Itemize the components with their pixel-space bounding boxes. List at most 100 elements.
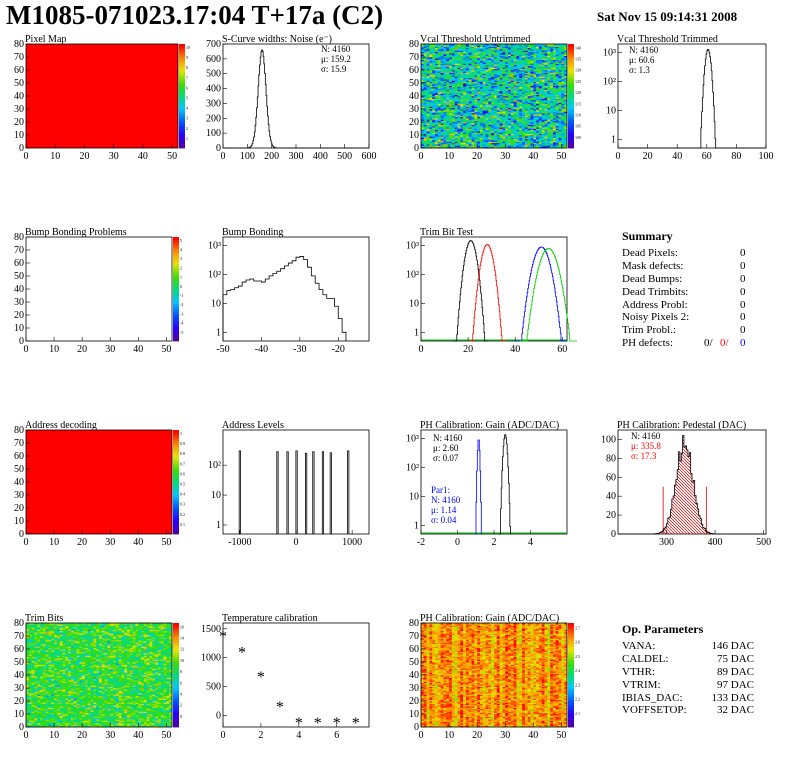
heatmap-cell — [513, 70, 517, 72]
heatmap-cell — [485, 64, 489, 67]
heatmap-cell — [423, 119, 427, 121]
heatmap-cell — [454, 103, 458, 106]
heatmap-cell — [26, 634, 30, 637]
heatmap-cell — [544, 79, 548, 81]
heatmap-cell — [510, 112, 514, 115]
heatmap-cell — [449, 80, 453, 82]
heatmap-cell — [423, 111, 427, 114]
heatmap-cell — [516, 119, 520, 121]
heatmap-cell — [558, 110, 562, 112]
heatmap-cell — [451, 97, 455, 99]
heatmap-cell — [527, 63, 531, 66]
y-tick-label: 50 — [14, 78, 24, 89]
heatmap-cell — [463, 125, 467, 128]
heatmap-cell — [516, 106, 520, 108]
heatmap-cell — [457, 141, 461, 144]
heatmap-cell — [460, 110, 464, 112]
heatmap-cell — [502, 128, 506, 131]
heatmap-cell — [499, 132, 503, 134]
heatmap-cell — [457, 137, 461, 140]
x-tick-label: 0 — [24, 151, 29, 162]
heatmap-cell — [510, 83, 514, 85]
heatmap-cell — [494, 132, 498, 134]
heatmap-cell — [564, 129, 568, 132]
palette-cell — [179, 129, 185, 132]
heatmap-cell — [516, 60, 520, 63]
run-date: Sat Nov 15 09:14:31 2008 — [597, 9, 738, 24]
heatmap-cell — [454, 118, 458, 120]
heatmap-cell — [527, 116, 531, 119]
heatmap-cell — [28, 685, 32, 687]
heatmap-cell — [463, 120, 467, 123]
heatmap-cell — [564, 67, 568, 69]
heatmap-cell — [505, 98, 509, 101]
heatmap-cell — [494, 94, 498, 97]
heatmap-cell — [488, 96, 492, 98]
heatmap-cell — [485, 146, 489, 149]
heatmap-cell — [454, 71, 458, 73]
heatmap-cell — [564, 50, 568, 53]
heatmap-cell — [538, 54, 543, 56]
heatmap-cell — [561, 44, 565, 46]
heatmap-cell — [522, 57, 526, 59]
chart-title: Vcal Threshold Untrimmed — [420, 34, 530, 45]
heatmap-cell — [465, 120, 470, 123]
heatmap-cell — [463, 76, 467, 79]
heatmap-cell — [26, 686, 30, 689]
heatmap-cell — [474, 97, 478, 99]
heatmap-cell — [443, 64, 447, 67]
heatmap-cell — [485, 84, 489, 86]
heatmap-cell — [519, 45, 523, 47]
heatmap-cell — [547, 111, 551, 114]
palette-tick-label: 10 — [186, 45, 190, 50]
heatmap-cell — [457, 106, 461, 108]
heatmap-cell — [513, 107, 517, 110]
heatmap-cell — [561, 118, 565, 120]
heatmap-cell — [550, 45, 554, 47]
heatmap-cell — [516, 68, 520, 71]
heatmap-cell — [505, 46, 509, 49]
heatmap-cell — [508, 123, 512, 125]
heatmap-cell — [457, 60, 461, 63]
heatmap-cell — [536, 72, 540, 75]
heatmap-cell — [510, 55, 514, 58]
heatmap-cell — [446, 51, 450, 54]
y-tick-label: 0 — [611, 529, 616, 540]
heatmap-cell — [465, 122, 470, 124]
heatmap-cell — [516, 81, 520, 84]
heatmap-cell — [426, 72, 430, 75]
heatmap-cell — [502, 49, 506, 51]
heatmap-cell — [454, 125, 458, 128]
heatmap-cell — [477, 129, 481, 132]
heatmap-cell — [524, 75, 528, 77]
heatmap-cell — [533, 80, 537, 82]
heatmap-cell — [468, 92, 472, 94]
heatmap-cell — [544, 96, 548, 98]
heatmap-cell — [423, 75, 427, 77]
heatmap-cell — [496, 66, 500, 68]
heatmap-cell — [479, 144, 484, 146]
heatmap-cell — [522, 135, 526, 137]
heatmap-cell — [454, 49, 458, 51]
heatmap-cell — [485, 83, 489, 85]
heatmap-cell — [437, 140, 441, 142]
heatmap-cell — [432, 88, 436, 90]
heatmap-cell — [561, 107, 565, 110]
heatmap-cell — [513, 75, 517, 77]
heatmap-cell — [454, 137, 458, 140]
heatmap-cell — [558, 120, 562, 123]
heatmap-cell — [510, 96, 514, 98]
heatmap-cell — [522, 51, 526, 54]
heatmap-cell — [468, 133, 472, 136]
heatmap-cell — [555, 90, 559, 93]
heatmap-cell — [499, 106, 503, 108]
heatmap-cell — [513, 46, 517, 49]
heatmap-cell — [538, 132, 543, 134]
heatmap-cell — [508, 138, 512, 141]
heatmap-cell — [491, 137, 495, 140]
heatmap-cell — [488, 90, 492, 93]
heatmap-cell — [494, 120, 498, 123]
heatmap-cell — [429, 77, 433, 80]
heatmap-cell — [496, 122, 500, 124]
heatmap-cell — [494, 44, 498, 46]
